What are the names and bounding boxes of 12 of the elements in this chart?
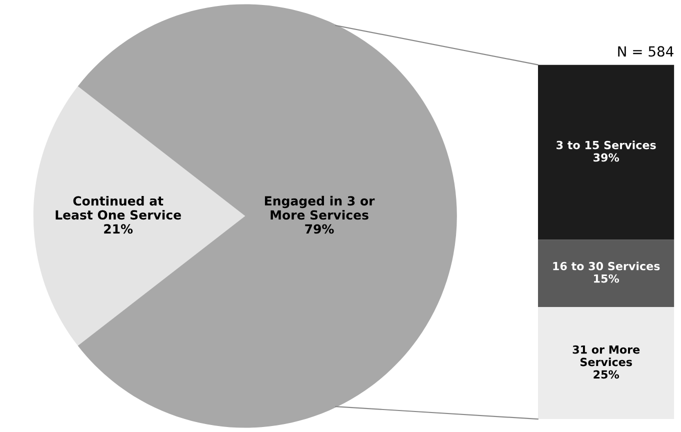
data-label: 39% — [594, 153, 620, 162]
data-label: 15% — [594, 274, 620, 283]
series-label: 16 to 30 Services — [553, 262, 660, 270]
series-label: 31 or More Services — [572, 345, 640, 366]
series-label: 3 to 15 Services — [556, 140, 656, 150]
chart-title: N = 584 — [618, 46, 674, 57]
pie-slice — [33, 86, 246, 346]
slice-label: Engaged in 3 or More Services — [264, 196, 375, 220]
data-label: 25% — [594, 370, 620, 379]
data-label: 79% — [305, 224, 334, 234]
slice-label: Continued at Least One Service — [56, 196, 181, 220]
data-label: 21% — [104, 224, 133, 234]
